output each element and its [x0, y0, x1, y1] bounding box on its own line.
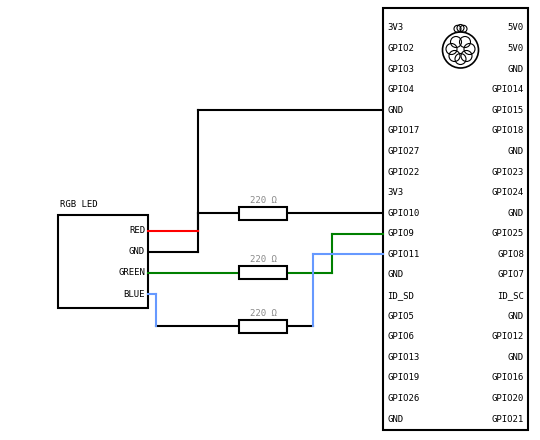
Text: 220 Ω: 220 Ω	[249, 256, 276, 264]
Bar	[239, 207, 287, 220]
Text: GPIO11: GPIO11	[387, 250, 419, 259]
Text: 3V3: 3V3	[387, 23, 403, 33]
Text: GND: GND	[508, 209, 524, 218]
Text: GPIO19: GPIO19	[387, 374, 419, 382]
Text: 5V0: 5V0	[508, 44, 524, 53]
Text: GPIO18: GPIO18	[492, 126, 524, 136]
Text: GPIO22: GPIO22	[387, 168, 419, 176]
Text: GPIO17: GPIO17	[387, 126, 419, 136]
Text: GPIO16: GPIO16	[492, 374, 524, 382]
Text: GPIO13: GPIO13	[387, 353, 419, 362]
Text: GPIO4: GPIO4	[387, 85, 414, 94]
Text: ID_SD: ID_SD	[387, 291, 414, 300]
Text: GPIO27: GPIO27	[387, 147, 419, 156]
Text: GND: GND	[508, 353, 524, 362]
Text: GND: GND	[129, 247, 145, 257]
Bar	[239, 319, 287, 333]
Text: GPIO7: GPIO7	[497, 271, 524, 279]
Text: GPIO14: GPIO14	[492, 85, 524, 94]
Text: RED: RED	[129, 226, 145, 235]
Text: GPIO25: GPIO25	[492, 229, 524, 238]
Text: GPIO3: GPIO3	[387, 65, 414, 73]
Text: GPIO15: GPIO15	[492, 106, 524, 115]
Text: GND: GND	[508, 147, 524, 156]
Bar	[58, 215, 148, 308]
Text: GND: GND	[387, 271, 403, 279]
Text: GPIO26: GPIO26	[387, 394, 419, 403]
Text: GPIO21: GPIO21	[492, 414, 524, 423]
Text: GPIO8: GPIO8	[497, 250, 524, 259]
Bar	[383, 8, 528, 430]
Text: GPIO6: GPIO6	[387, 332, 414, 341]
Text: ID_SC: ID_SC	[497, 291, 524, 300]
Text: GND: GND	[508, 312, 524, 321]
Text: GPIO24: GPIO24	[492, 188, 524, 197]
Text: GPIO2: GPIO2	[387, 44, 414, 53]
Text: 5V0: 5V0	[508, 23, 524, 33]
Text: 220 Ω: 220 Ω	[249, 308, 276, 318]
Text: 3V3: 3V3	[387, 188, 403, 197]
Text: RGB LED: RGB LED	[60, 200, 98, 209]
Text: GREEN: GREEN	[118, 268, 145, 278]
Text: GND: GND	[387, 106, 403, 115]
Text: GPIO10: GPIO10	[387, 209, 419, 218]
Text: GPIO20: GPIO20	[492, 394, 524, 403]
Text: GND: GND	[387, 414, 403, 423]
Text: GPIO5: GPIO5	[387, 312, 414, 321]
Text: BLUE: BLUE	[124, 290, 145, 299]
Text: GPIO9: GPIO9	[387, 229, 414, 238]
Text: GPIO23: GPIO23	[492, 168, 524, 176]
Text: GPIO12: GPIO12	[492, 332, 524, 341]
Bar	[239, 267, 287, 279]
Text: GND: GND	[508, 65, 524, 73]
Text: 220 Ω: 220 Ω	[249, 196, 276, 205]
